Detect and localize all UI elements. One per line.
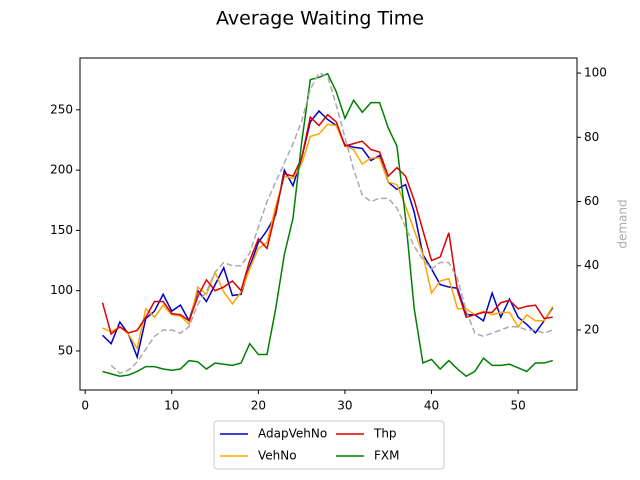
x-tick-label: 40 (424, 399, 439, 413)
y-tick-label: 250 (50, 102, 73, 116)
x-tick-label: 10 (164, 399, 179, 413)
y-tick-label: 100 (50, 283, 73, 297)
y2-tick-label: 60 (584, 194, 599, 208)
y2-tick-label: 20 (584, 322, 599, 336)
legend-label: VehNo (258, 449, 297, 463)
legend-label: AdapVehNo (258, 427, 327, 441)
x-tick-label: 20 (251, 399, 266, 413)
y2-tick-label: 80 (584, 130, 599, 144)
legend-box (213, 420, 445, 470)
plot-frame (79, 57, 578, 391)
series-line (101, 109, 554, 360)
y2-axis-label: demand (616, 199, 630, 248)
series-line (102, 72, 553, 378)
legend-label: FXM (374, 449, 399, 463)
legend-label: Thp (373, 427, 397, 441)
chart-title: Average Waiting Time (216, 8, 424, 30)
y2-tick-label: 40 (584, 258, 599, 272)
x-tick-label: 0 (81, 399, 89, 413)
series-line (110, 72, 554, 375)
x-tick-label: 50 (510, 399, 525, 413)
y2-tick-label: 100 (584, 66, 607, 80)
y-tick-label: 50 (58, 343, 73, 357)
y-tick-label: 150 (50, 223, 73, 237)
x-tick-label: 30 (337, 399, 352, 413)
y-tick-label: 200 (50, 163, 73, 177)
series-line (101, 113, 553, 336)
